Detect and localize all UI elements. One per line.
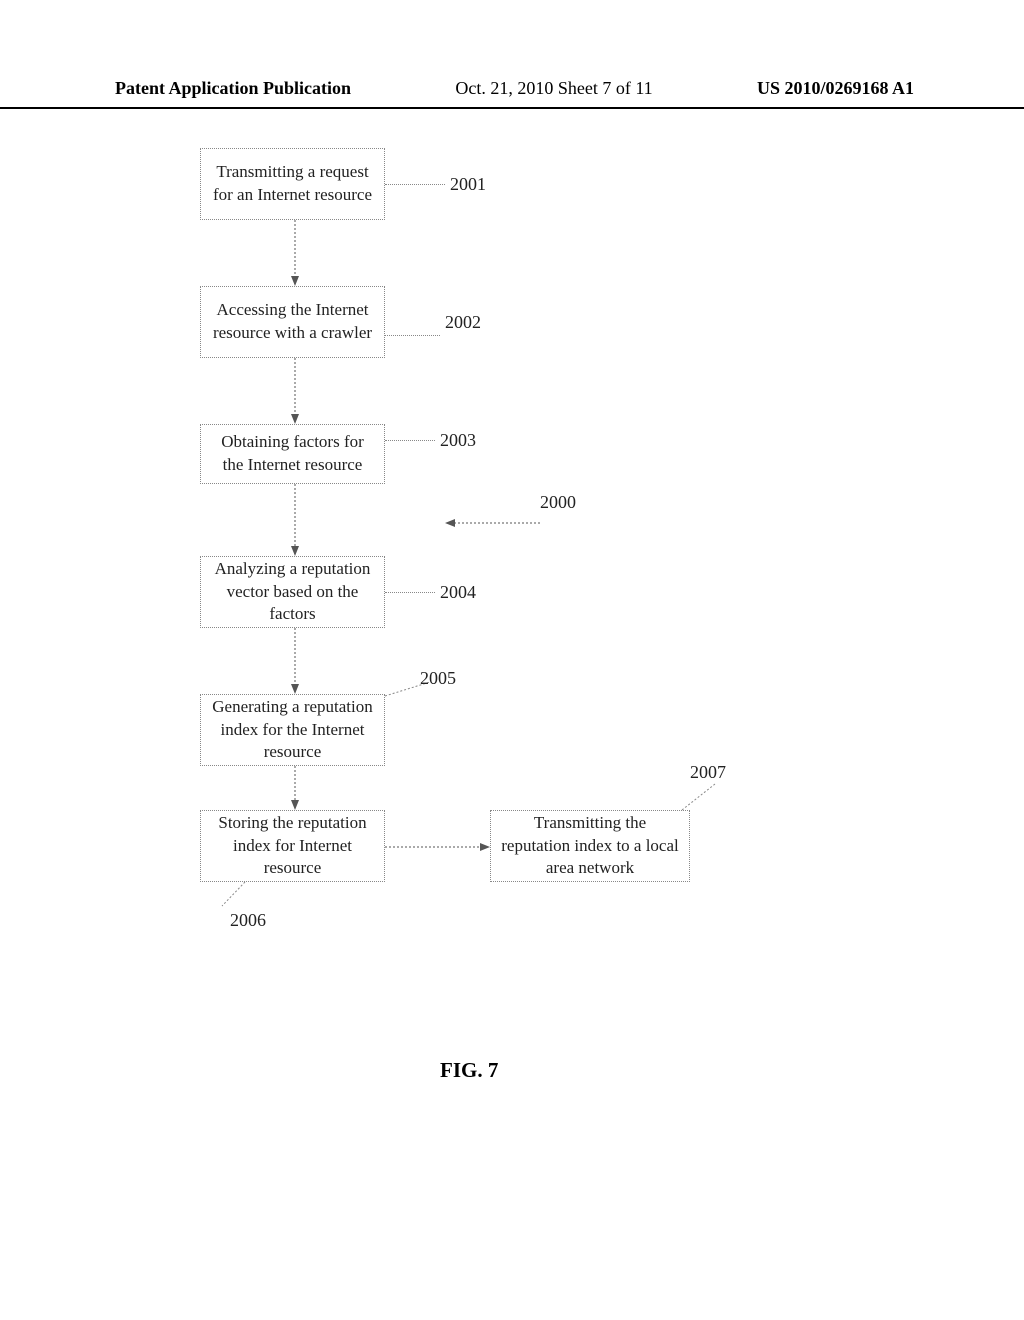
- arrow-5-6: [290, 766, 300, 810]
- arrow-4-5: [290, 628, 300, 694]
- header-right: US 2010/0269168 A1: [757, 78, 914, 99]
- label-2004: 2004: [440, 582, 476, 603]
- label-2007: 2007: [690, 762, 726, 783]
- node-analyze-vector: Analyzing a reputation vector based on t…: [200, 556, 385, 628]
- node-transmit-request: Transmitting a request for an Internet r…: [200, 148, 385, 220]
- header-row: Patent Application Publication Oct. 21, …: [0, 78, 1024, 99]
- node-text: Accessing the Internet resource with a c…: [209, 299, 376, 345]
- connector-label-6: [220, 882, 250, 910]
- label-2001: 2001: [450, 174, 486, 195]
- arrow-6-7: [385, 842, 490, 852]
- connector-label-7: [680, 782, 720, 812]
- arrow-1-2: [290, 220, 300, 286]
- node-text: Generating a reputation index for the In…: [209, 696, 376, 765]
- label-2003: 2003: [440, 430, 476, 451]
- node-transmit-index: Transmitting the reputation index to a l…: [490, 810, 690, 882]
- connector-label-2: [385, 335, 440, 336]
- connector-label-1: [385, 184, 445, 185]
- node-text: Obtaining factors for the Internet resou…: [209, 431, 376, 477]
- label-2006: 2006: [230, 910, 266, 931]
- arrow-3-4: [290, 484, 300, 556]
- node-store-index: Storing the reputation index for Interne…: [200, 810, 385, 882]
- connector-label-4: [385, 592, 435, 593]
- node-text: Transmitting a request for an Internet r…: [209, 161, 376, 207]
- node-access-crawler: Accessing the Internet resource with a c…: [200, 286, 385, 358]
- arrow-2000: [445, 518, 540, 528]
- page-header: Patent Application Publication Oct. 21, …: [0, 78, 1024, 109]
- header-center: Oct. 21, 2010 Sheet 7 of 11: [455, 78, 652, 99]
- arrow-2-3: [290, 358, 300, 424]
- node-generate-index: Generating a reputation index for the In…: [200, 694, 385, 766]
- flowchart-diagram: Transmitting a request for an Internet r…: [0, 140, 1024, 1140]
- label-2002: 2002: [445, 312, 481, 333]
- node-text: Storing the reputation index for Interne…: [209, 812, 376, 881]
- node-text: Analyzing a reputation vector based on t…: [209, 558, 376, 627]
- figure-label: FIG. 7: [440, 1058, 498, 1083]
- connector-label-3: [385, 440, 435, 441]
- header-left: Patent Application Publication: [115, 78, 351, 99]
- node-obtain-factors: Obtaining factors for the Internet resou…: [200, 424, 385, 484]
- label-2000: 2000: [540, 492, 576, 513]
- node-text: Transmitting the reputation index to a l…: [499, 812, 681, 881]
- label-2005: 2005: [420, 668, 456, 689]
